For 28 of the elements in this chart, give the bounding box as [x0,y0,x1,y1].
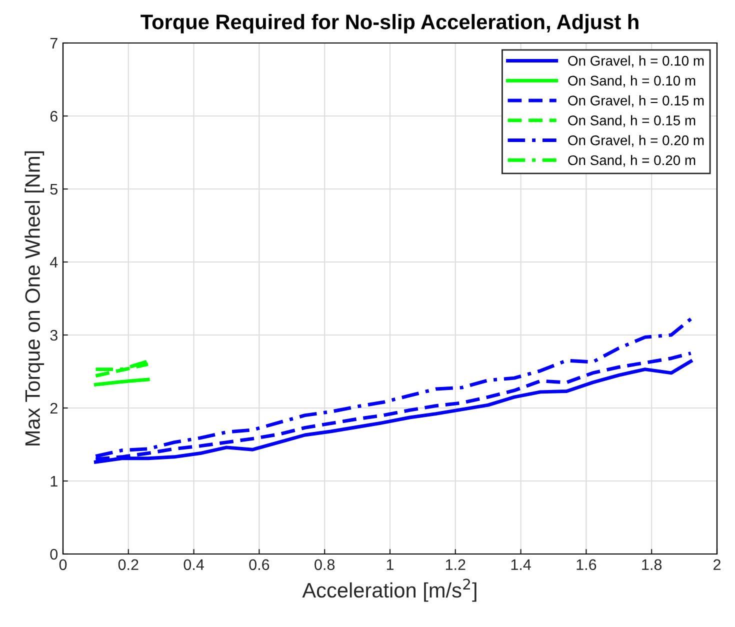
x-tick-label: 1 [386,559,394,570]
y-tick-label: 0 [50,548,58,560]
x-tick-label: 0.2 [118,559,138,570]
x-tick-label: 0.4 [184,559,204,570]
y-axis-title: Max Torque on One Wheel [Nm] [24,151,44,446]
legend-label: On Gravel, h = 0.15 m [568,95,704,108]
x-tick-label: 2 [714,559,720,570]
legend-label: On Gravel, h = 0.10 m [568,56,704,68]
x-tick-label: 0 [59,559,67,570]
legend-label: On Sand, h = 0.20 m [568,154,696,167]
y-tick-label: 2 [50,402,58,414]
legend-label: On Sand, h = 0.15 m [568,115,696,128]
chart-title: Torque Required for No-slip Acceleration, Adjust h [140,14,638,34]
y-tick-label: 5 [50,184,58,195]
x-axis-title: Acceleration [m/s$^{2}$] [302,578,476,602]
x-tick-label: 1.4 [511,559,531,570]
legend-label: On Gravel, h = 0.20 m [568,135,704,147]
y-tick-label: 7 [50,38,58,49]
x-tick-label: 1.6 [576,559,596,570]
y-tick-label: 1 [50,476,58,487]
x-tick-label: 0.8 [314,559,335,570]
y-tick-label: 3 [50,330,58,341]
x-tick-label: 0.6 [249,559,270,570]
legend-label: On Sand, h = 0.10 m [568,75,696,88]
x-tick-label: 1.2 [446,559,466,570]
y-tick-label: 6 [50,110,58,122]
y-tick-label: 4 [50,257,58,268]
x-tick-label: 1.8 [642,559,662,570]
